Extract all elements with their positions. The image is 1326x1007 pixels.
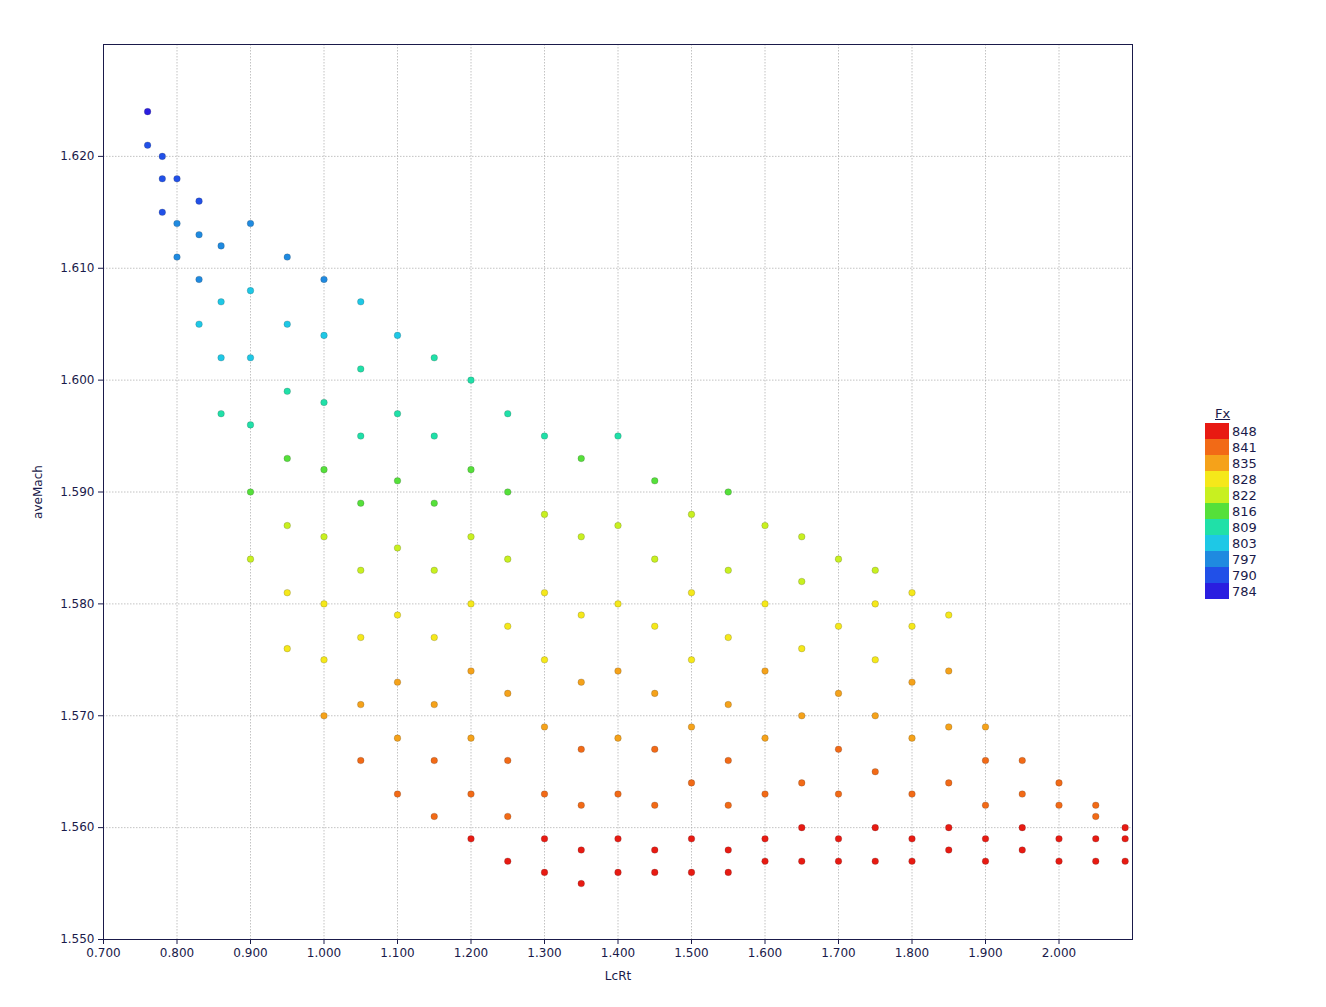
html-text:Fx: Fx	[1215, 406, 1231, 421]
html-text:822: 822	[1232, 487, 1257, 503]
svg-text:1.570: 1.570	[60, 709, 94, 723]
svg-text:0.700: 0.700	[86, 946, 120, 960]
svg-text:LcRt: LcRt	[605, 969, 632, 983]
svg-text:1.100: 1.100	[380, 946, 414, 960]
svg-text:1.560: 1.560	[60, 820, 94, 834]
html-text:816: 816	[1232, 503, 1257, 519]
svg-text:1.500: 1.500	[674, 946, 708, 960]
html-text:841: 841	[1232, 439, 1257, 455]
html-text:809: 809	[1232, 519, 1257, 535]
svg-text:1.400: 1.400	[601, 946, 635, 960]
svg-text:1.300: 1.300	[527, 946, 561, 960]
html-text:797: 797	[1232, 551, 1257, 567]
html-text:848: 848	[1232, 423, 1257, 439]
svg-text:1.600: 1.600	[60, 373, 94, 387]
svg-text:1.550: 1.550	[60, 932, 94, 946]
svg-text:1.610: 1.610	[60, 261, 94, 275]
html-text:784: 784	[1232, 583, 1257, 599]
html-text:828: 828	[1232, 471, 1257, 487]
svg-text:1.620: 1.620	[60, 149, 94, 163]
svg-text:0.800: 0.800	[160, 946, 194, 960]
svg-text:1.800: 1.800	[895, 946, 929, 960]
svg-text:1.900: 1.900	[968, 946, 1002, 960]
html-text:835: 835	[1232, 455, 1257, 471]
svg-text:1.580: 1.580	[60, 597, 94, 611]
svg-text:2.000: 2.000	[1042, 946, 1076, 960]
svg-text:aveMach: aveMach	[31, 465, 45, 519]
svg-text:1.600: 1.600	[748, 946, 782, 960]
svg-text:1.590: 1.590	[60, 485, 94, 499]
html-text:790: 790	[1232, 567, 1257, 583]
svg-text:0.900: 0.900	[233, 946, 267, 960]
svg-text:1.700: 1.700	[821, 946, 855, 960]
svg-text:1.000: 1.000	[307, 946, 341, 960]
html-text:803: 803	[1232, 535, 1257, 551]
svg-text:1.200: 1.200	[454, 946, 488, 960]
